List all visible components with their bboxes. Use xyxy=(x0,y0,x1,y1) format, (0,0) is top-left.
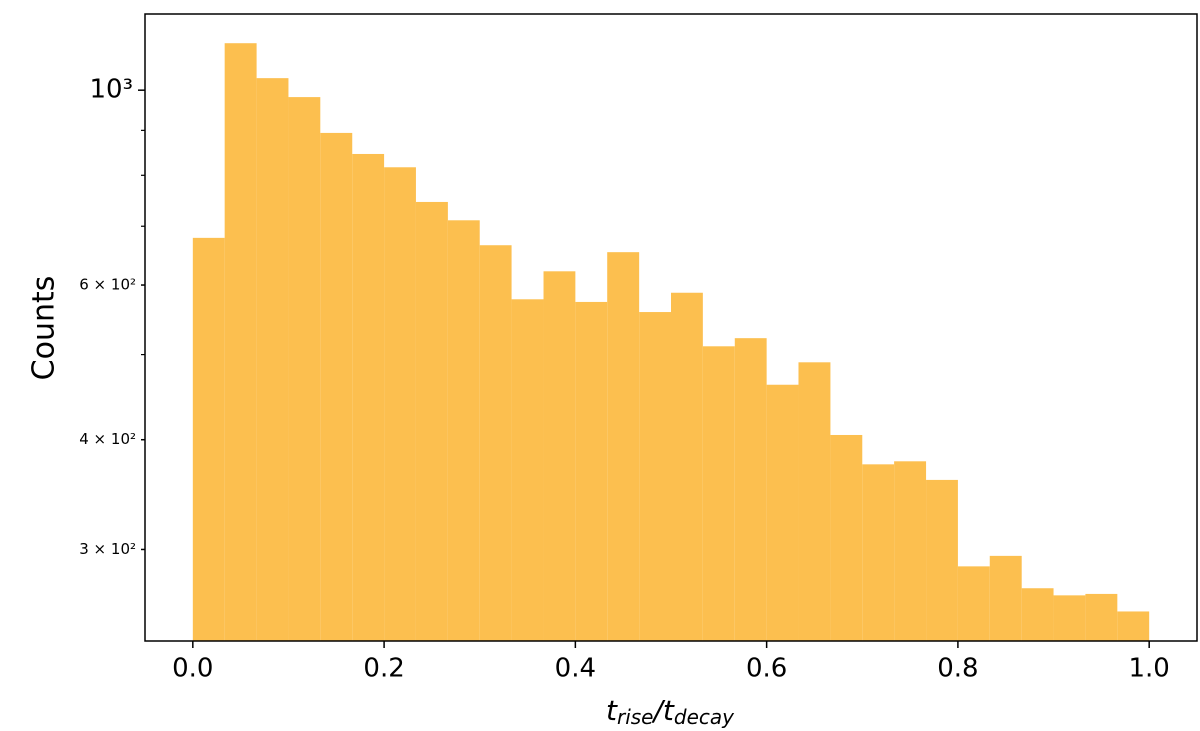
x-tick-label: 0.0 xyxy=(172,654,213,684)
bar xyxy=(702,346,735,641)
bar xyxy=(671,292,703,641)
y-tick-label: 4 × 10² xyxy=(79,430,136,448)
plot-frame xyxy=(144,13,1198,642)
x-tick-label: 1.0 xyxy=(1129,654,1170,684)
bar xyxy=(320,132,353,641)
bar xyxy=(447,220,480,641)
y-tick-label: 3 × 10² xyxy=(79,540,136,558)
x-axis-label: trise/tdecay xyxy=(606,694,735,729)
bar xyxy=(1053,595,1086,641)
y-tick-label: 10³ xyxy=(89,75,133,105)
bar xyxy=(224,43,257,642)
bar xyxy=(1117,611,1150,641)
y-tick-label: 6 × 10² xyxy=(79,276,136,294)
bar xyxy=(1085,593,1118,641)
bar xyxy=(989,555,1022,641)
x-tick-label: 0.2 xyxy=(363,654,404,684)
x-tick-label: 0.6 xyxy=(746,654,787,684)
bar xyxy=(415,201,448,641)
bar xyxy=(894,461,927,641)
bar xyxy=(479,245,512,642)
bar xyxy=(1021,588,1054,641)
bar xyxy=(256,78,289,641)
x-tick-label: 0.4 xyxy=(555,654,596,684)
y-axis-label: Counts xyxy=(27,276,62,381)
bar xyxy=(384,167,416,641)
bar xyxy=(543,271,576,641)
bar xyxy=(926,479,958,641)
bar xyxy=(288,97,321,642)
bar xyxy=(607,252,640,641)
bar xyxy=(766,384,799,641)
bar xyxy=(575,301,608,641)
x-tick-label: 0.8 xyxy=(937,654,978,684)
bar xyxy=(192,237,225,641)
bar xyxy=(862,464,895,641)
bar xyxy=(798,362,831,641)
bar xyxy=(734,338,767,641)
bar xyxy=(639,312,671,641)
bar xyxy=(511,299,544,641)
bar xyxy=(957,566,990,641)
bar xyxy=(830,434,863,641)
bar xyxy=(352,153,385,641)
